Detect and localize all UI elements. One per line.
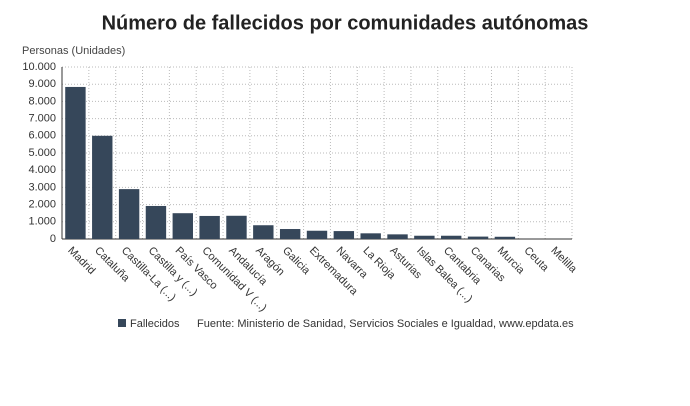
- bar: [333, 231, 355, 239]
- x-tick-label: Galicia: [280, 245, 313, 278]
- x-tick-label: Madrid: [65, 245, 97, 277]
- y-tick-label: 2.000: [28, 199, 56, 211]
- y-tick-label: 5.000: [28, 147, 56, 159]
- legend-label: Fallecidos: [130, 318, 180, 330]
- y-tick-label: 8.000: [28, 95, 56, 107]
- y-tick-label: 3.000: [28, 181, 56, 193]
- y-tick-label: 9.000: [28, 78, 56, 90]
- y-tick-label: 10.000: [22, 61, 56, 73]
- y-tick-label: 1.000: [28, 216, 56, 228]
- bar: [360, 233, 381, 239]
- legend-swatch: [118, 319, 126, 327]
- bar: [414, 235, 435, 239]
- y-tick-label: 4.000: [28, 164, 56, 176]
- bar: [387, 234, 408, 239]
- bar: [494, 236, 516, 239]
- y-tick-label: 0: [50, 233, 56, 245]
- bar: [172, 213, 193, 239]
- y-tick-label: 7.000: [28, 113, 56, 125]
- chart-title: Número de fallecidos por comunidades aut…: [102, 12, 589, 34]
- bar: [118, 189, 140, 239]
- bar: [92, 135, 113, 239]
- y-axis-label: Personas (Unidades): [22, 45, 125, 57]
- bar: [253, 225, 274, 239]
- y-tick-label: 6.000: [28, 130, 56, 142]
- bar: [65, 86, 86, 240]
- bar: [226, 215, 247, 239]
- bar: [441, 235, 462, 239]
- bar: [306, 230, 328, 239]
- bar: [279, 229, 301, 239]
- bar: [145, 205, 167, 239]
- x-tick-label: Melilla: [548, 245, 579, 276]
- x-tick-label: Ceuta: [522, 245, 552, 275]
- bar: [467, 236, 489, 239]
- bar: [199, 215, 220, 239]
- source: Fuente: Ministerio de Sanidad, Servicios…: [197, 318, 574, 330]
